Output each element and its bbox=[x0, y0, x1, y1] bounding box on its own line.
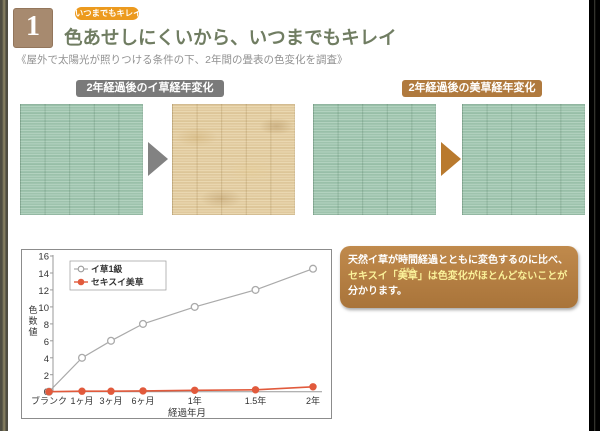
svg-text:3ヶ月: 3ヶ月 bbox=[99, 396, 122, 406]
svg-text:10: 10 bbox=[38, 303, 49, 314]
svg-text:6ヶ月: 6ヶ月 bbox=[131, 396, 154, 406]
svg-text:イ草1級: イ草1級 bbox=[91, 263, 122, 274]
svg-text:ブランク: ブランク bbox=[31, 395, 67, 406]
svg-text:数: 数 bbox=[28, 315, 37, 326]
svg-text:16: 16 bbox=[38, 252, 49, 263]
svg-text:経過年月: 経過年月 bbox=[168, 407, 206, 419]
svg-text:12: 12 bbox=[38, 286, 49, 297]
svg-text:1年: 1年 bbox=[188, 395, 202, 406]
svg-text:4: 4 bbox=[44, 354, 49, 365]
svg-text:6: 6 bbox=[44, 337, 49, 348]
svg-text:セキスイ美草: セキスイ美草 bbox=[91, 276, 144, 287]
svg-text:1.5年: 1.5年 bbox=[245, 395, 267, 406]
svg-text:値: 値 bbox=[28, 326, 37, 337]
svg-text:色: 色 bbox=[28, 304, 37, 315]
svg-text:14: 14 bbox=[38, 269, 49, 280]
svg-text:2: 2 bbox=[44, 371, 49, 382]
svg-text:1ヶ月: 1ヶ月 bbox=[70, 396, 93, 406]
svg-text:8: 8 bbox=[44, 320, 49, 331]
svg-text:2年: 2年 bbox=[306, 395, 320, 406]
